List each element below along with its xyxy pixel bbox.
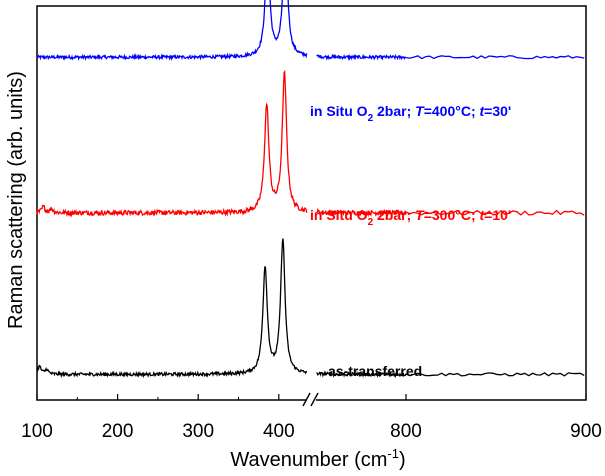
- x-axis-ticks: 100 200 300 400 800 900: [21, 394, 602, 442]
- y-axis-label: Raman scattering (arb. units): [5, 71, 27, 329]
- axis-break-gap: [307, 394, 316, 406]
- x-tick-label: 900: [570, 421, 602, 442]
- x-tick-label: 300: [182, 421, 214, 442]
- spectrum-300c: [36, 69, 585, 218]
- spectrum-400c: [36, 0, 585, 62]
- label-400c: in Situ O2 2bar; T=400°C; t=30': [310, 103, 511, 124]
- x-tick-label: 200: [102, 421, 134, 442]
- x-tick-label: 400: [263, 421, 295, 442]
- x-axis-label: Wavenumber (cm-1): [230, 446, 405, 471]
- plot-frame: [36, 5, 587, 407]
- label-as-transferred: as-transferred: [328, 363, 422, 379]
- axis-break-mark: [310, 392, 319, 407]
- axis-break-mark: [302, 392, 311, 407]
- series-layer: [36, 0, 585, 379]
- x-tick-label: 800: [390, 421, 422, 442]
- spectrum-as-transferred: [36, 238, 585, 379]
- x-tick-label: 100: [21, 421, 53, 442]
- plot-border: [36, 5, 587, 401]
- series-annotations: in Situ O2 2bar; T=400°C; t=30' in Situ O…: [310, 103, 511, 379]
- label-300c: in Situ O2 2bar; T=300°C; t=10': [310, 207, 511, 228]
